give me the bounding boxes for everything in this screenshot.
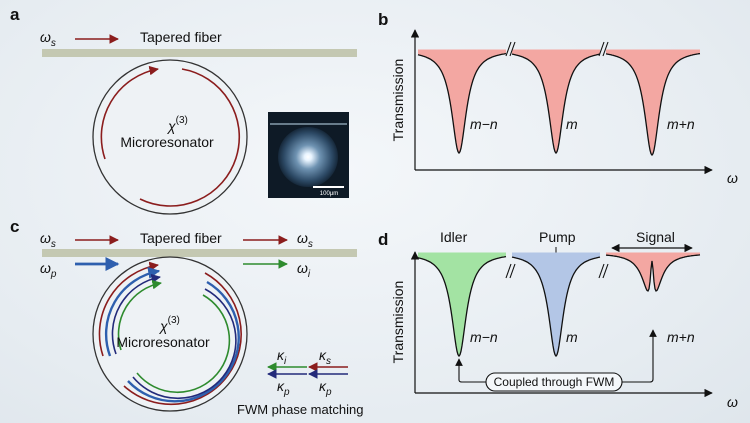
idler-ring-arrow xyxy=(117,279,162,351)
phase-matching-label: FWM phase matching xyxy=(237,402,363,417)
panel-b-dip-label-left: m−n xyxy=(470,116,498,132)
phase-matching-diagram: κi κs κp κp FWM phase matching xyxy=(237,347,363,417)
microresonator-ring xyxy=(92,59,248,215)
tapered-fiber-c xyxy=(42,249,357,257)
panel-d-dip-signal-curve xyxy=(605,254,701,292)
panel-b-dip-label-right: m+n xyxy=(667,116,695,132)
pump-label: Pump xyxy=(539,229,576,245)
microresonator-label-c: Microresonator xyxy=(116,334,210,350)
tapered-fiber-label: Tapered fiber xyxy=(140,29,222,45)
signal-label: Signal xyxy=(636,229,675,245)
panel-d-dip-pump-fill xyxy=(512,252,600,356)
panel-c: c ωs Tapered fiber ωs ωp ωi χ(3) Microre… xyxy=(10,217,363,417)
panel-b-break-mark-left xyxy=(505,41,516,57)
panel-d-dip-idler-fill xyxy=(418,252,506,356)
pump-ring-arrow xyxy=(104,266,161,357)
panel-b-dip-m-fill xyxy=(512,49,600,153)
panel-d-dip-pump-curve xyxy=(511,256,601,358)
panel-b-dip-fills xyxy=(418,49,700,155)
pump-ring-inner-arc xyxy=(132,288,237,400)
panel-d-dip-label-right: m+n xyxy=(667,329,695,345)
panel-b-dip-m-plus-n-fill xyxy=(606,49,700,155)
chi3-label-c: χ(3) xyxy=(158,315,180,334)
omega-s-label: ωs xyxy=(40,29,56,49)
kappa-p-label-right: κp xyxy=(319,378,332,398)
panel-b-dip-m-curve xyxy=(511,53,601,155)
kappa-p-label-left: κp xyxy=(277,378,290,398)
panel-b-dip-label-center: m xyxy=(566,116,578,132)
panel-d-break-mark-left xyxy=(505,263,516,279)
panel-b-dip-m-minus-n-curve xyxy=(417,52,507,155)
panel-d-dip-idler-curve xyxy=(417,255,507,358)
circulating-light-arc xyxy=(139,68,241,207)
panel-a-letter: a xyxy=(10,5,20,24)
pump-ring-inner-arrow xyxy=(111,273,161,355)
panel-b-letter: b xyxy=(378,10,388,29)
circulating-light-arrow xyxy=(100,65,159,160)
microresonator-label: Microresonator xyxy=(120,134,214,150)
kappa-i-label: κi xyxy=(277,347,287,367)
coupling-label: Coupled through FWM xyxy=(494,375,615,389)
coupling-arrow-right xyxy=(622,329,657,383)
tapered-fiber xyxy=(42,49,357,57)
omega-p-label: ωp xyxy=(40,260,57,280)
panel-d-y-label: Transmission xyxy=(390,281,406,364)
tapered-fiber-label-c: Tapered fiber xyxy=(140,230,222,246)
panel-d-dip-label-left: m−n xyxy=(470,329,498,345)
idler-label: Idler xyxy=(440,229,468,245)
panel-d-transmission-curve xyxy=(417,254,701,358)
scale-bar-label: 100μm xyxy=(320,191,338,197)
idler-ring-arc xyxy=(136,294,231,394)
panel-b-transmission-curve xyxy=(417,52,701,157)
signal-ring-arrow xyxy=(98,261,159,357)
kappa-s-label: κs xyxy=(319,347,331,367)
micrograph-resonator xyxy=(278,127,338,187)
panel-d-dip-fills xyxy=(418,252,700,356)
signal-ring-arc xyxy=(123,272,242,406)
chi3-label: χ(3) xyxy=(166,115,188,134)
panel-b-dip-m-plus-n-curve xyxy=(605,52,701,157)
pump-ring-arc xyxy=(127,280,240,403)
coupling-box xyxy=(485,372,623,392)
omega-i-label: ωi xyxy=(297,260,311,280)
panel-b-x-label: ω xyxy=(727,170,738,186)
panel-b-y-label: Transmission xyxy=(390,59,406,142)
omega-s-in-label: ωs xyxy=(40,230,56,250)
panel-b: b Transmission ω m−n m m+n xyxy=(378,10,738,186)
panel-d-letter: d xyxy=(378,230,388,249)
micrograph-inset: 100μm xyxy=(268,112,349,198)
panel-b-break-mark-right xyxy=(598,41,609,57)
panel-b-dip-m-minus-n-fill xyxy=(418,49,506,153)
panel-a: a ωs Tapered fiber χ(3) Microresonator 1… xyxy=(10,5,357,215)
panel-d-break-mark-right xyxy=(598,263,609,279)
panel-d: d Idler Pump Signal Transmission ω m−n m… xyxy=(378,229,738,410)
microresonator-ring-c xyxy=(92,256,248,412)
coupling-arrow-left xyxy=(455,358,486,383)
panel-d-x-label: ω xyxy=(727,394,738,410)
panel-c-letter: c xyxy=(10,217,19,236)
panel-d-dip-signal-fill xyxy=(606,252,700,291)
omega-s-out-label: ωs xyxy=(297,230,313,250)
panel-d-dip-label-center: m xyxy=(566,329,578,345)
